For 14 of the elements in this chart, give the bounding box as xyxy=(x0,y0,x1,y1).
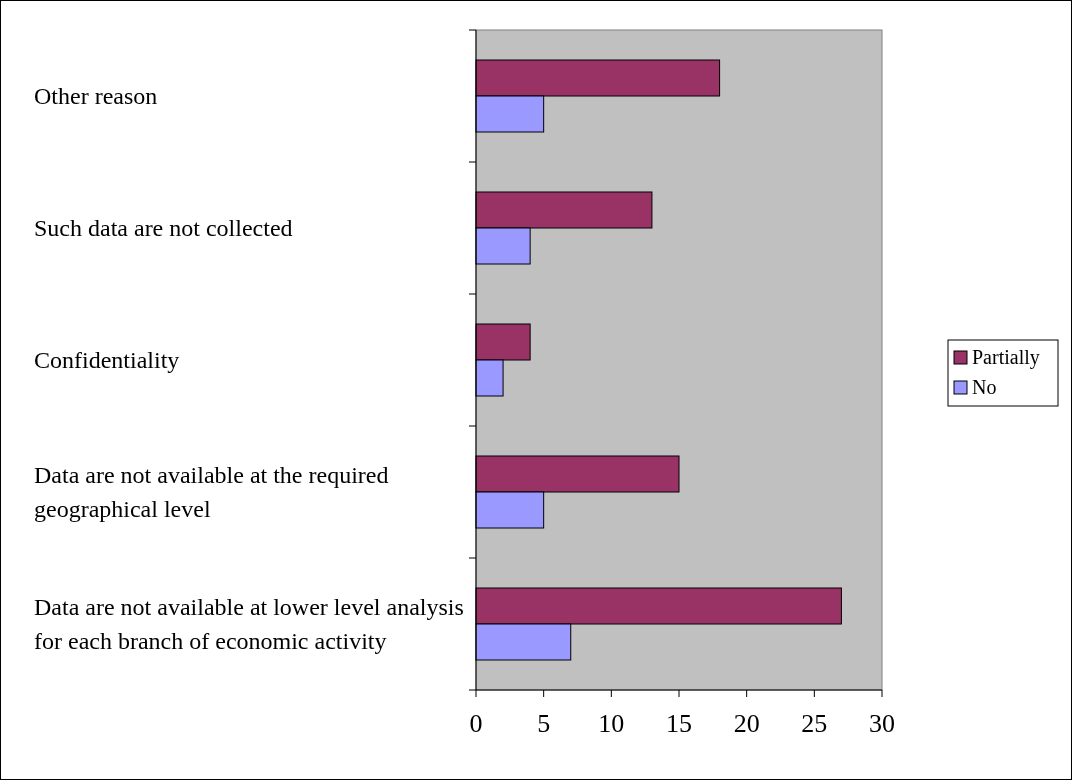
x-tick-label: 25 xyxy=(801,709,828,738)
y-tick-label: Data are not available at the required geographical level xyxy=(34,462,389,522)
x-tick-label: 10 xyxy=(598,709,625,738)
x-tick-label: 0 xyxy=(469,709,483,738)
y-tick-label: Other reason xyxy=(34,83,158,109)
y-tick-label: Such data are not collected xyxy=(34,215,293,241)
x-tick-label: 20 xyxy=(733,709,760,738)
x-tick-label: 30 xyxy=(869,709,895,738)
legend-label: No xyxy=(972,376,997,398)
x-tick-label: 5 xyxy=(537,709,551,738)
y-tick-label: Data are not available at lower level analysis for each branch of economic activity xyxy=(34,594,464,654)
y-tick-label: Confidentiality xyxy=(34,347,180,373)
legend-label: Partially xyxy=(972,346,1040,369)
x-tick-label: 15 xyxy=(666,709,692,738)
